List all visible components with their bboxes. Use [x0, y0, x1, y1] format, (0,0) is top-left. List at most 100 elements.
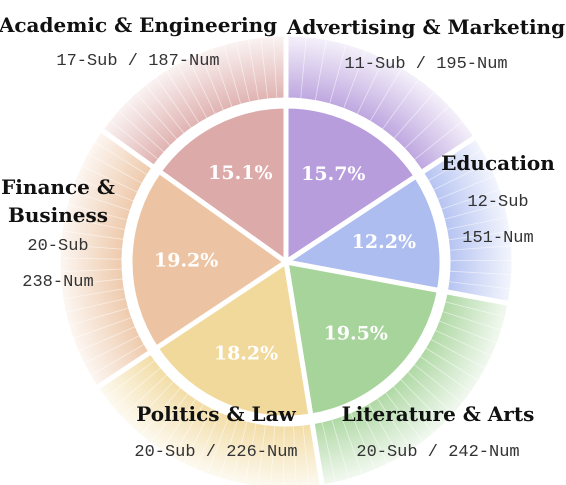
- subcategory-divider: [359, 408, 389, 464]
- subcategory-divider: [130, 381, 174, 427]
- subcategory-divider: [419, 356, 472, 393]
- subcategory-divider: [444, 202, 505, 220]
- subcategory-divider: [314, 39, 327, 101]
- subcategory-divider: [75, 177, 134, 202]
- subcategory-divider: [195, 412, 221, 470]
- subcategory-divider: [331, 419, 350, 480]
- subcategory-divider: [219, 418, 239, 479]
- subcategory-divider: [165, 70, 200, 124]
- subcategory-divider: [176, 63, 208, 119]
- count-label-advertising-and-marketing: 11-Sub / 195-Num: [344, 55, 507, 74]
- subcategory-divider: [244, 423, 257, 485]
- subcategory-divider: [61, 278, 123, 286]
- count-label-education-line-2: 151-Num: [462, 229, 533, 248]
- subcategory-divider: [369, 67, 403, 122]
- subcategory-divider: [62, 230, 124, 240]
- subcategory-divider: [60, 268, 123, 273]
- subcategory-divider: [448, 281, 511, 290]
- count-label-finance-and-business-line-1: 20-Sub: [27, 237, 88, 256]
- slice-advertising-and-marketing: [283, 103, 419, 265]
- subcategory-divider: [449, 270, 512, 276]
- subcategory-divider: [257, 424, 266, 485]
- subcategory-divider: [60, 244, 123, 250]
- subcategory-divider: [235, 41, 251, 103]
- subcategory-divider: [407, 371, 454, 414]
- value-label-literature-and-arts: 19.5%: [324, 322, 388, 344]
- subcategory-divider: [300, 36, 307, 99]
- subcategory-divider: [400, 379, 445, 424]
- slice-education: [283, 173, 445, 294]
- subcategory-divider: [340, 416, 363, 475]
- subcategory-divider: [385, 392, 424, 443]
- category-label-academic-and-engineering: Academic & Engineering: [0, 13, 277, 37]
- count-label-finance-and-business-line-2: 238-Num: [22, 273, 93, 292]
- slice-politics-and-law: [153, 259, 314, 421]
- subcategory-divider: [433, 162, 490, 191]
- subcategory-divider: [161, 398, 196, 451]
- subcategory-divider: [223, 44, 242, 105]
- subcategory-divider: [434, 329, 492, 357]
- subcategory-divider: [343, 50, 366, 109]
- subcategory-divider: [87, 153, 143, 184]
- subcategory-divider: [368, 403, 401, 458]
- value-label-advertising-and-marketing: 15.7%: [301, 163, 365, 185]
- subcategory-divider: [437, 175, 496, 200]
- value-label-finance-and-business: 19.2%: [154, 249, 218, 271]
- subcategory-divider: [270, 425, 276, 485]
- subcategory-divider: [231, 421, 248, 482]
- subcategory-divider: [117, 110, 165, 153]
- subcategory-divider: [430, 338, 486, 369]
- subcategory-divider: [382, 78, 420, 130]
- subcategory-divider: [211, 48, 233, 108]
- subcategory-divider: [207, 415, 230, 475]
- subcategory-divider: [145, 84, 185, 134]
- category-label-advertising-and-marketing: Advertising & Marketing: [286, 15, 565, 39]
- slice-literature-and-arts: [283, 259, 442, 419]
- subcategory-divider: [187, 58, 216, 115]
- subcategory-divider: [446, 216, 508, 230]
- subcategory-divider: [376, 398, 413, 451]
- outer-ring-academic-and-engineering: [97, 31, 289, 172]
- subcategory-divider: [183, 408, 213, 464]
- subcategory-divider: [71, 190, 131, 211]
- subcategory-divider: [283, 425, 285, 485]
- subcategory-divider: [67, 203, 128, 221]
- subcategory-divider: [329, 44, 347, 105]
- subcategory-divider: [413, 120, 463, 161]
- subcategory-divider: [272, 36, 278, 99]
- inner-pie-layer: 15.7% 12.2% 19.5% 18.2% 19.2% 15.1%: [127, 103, 445, 421]
- subcategory-divider: [155, 77, 192, 129]
- subcategory-divider: [68, 307, 129, 326]
- subcategory-divider: [413, 364, 463, 404]
- category-label-finance-and-business-line-1: Finance &: [1, 175, 115, 199]
- category-label-literature-and-arts: Literature & Arts: [342, 402, 535, 426]
- count-label-literature-and-arts: 20-Sub / 242-Num: [356, 443, 519, 462]
- subcategory-divider: [126, 101, 171, 146]
- subcategory-divider: [449, 245, 512, 251]
- subcategory-divider: [392, 385, 435, 434]
- subcategory-divider: [83, 335, 140, 364]
- slice-academic-and-engineering: [156, 103, 289, 265]
- subcategory-divider: [150, 393, 189, 444]
- subcategory-divider: [428, 149, 483, 181]
- subcategory-divider: [448, 231, 510, 241]
- subcategory-divider: [135, 92, 178, 140]
- subcategory-divider: [247, 39, 260, 101]
- subcategory-divider: [65, 298, 127, 313]
- subcategory-divider: [393, 91, 436, 139]
- slice-finance-and-business: [127, 168, 289, 351]
- outer-ring-layer: [55, 31, 517, 485]
- subcategory-divider: [78, 326, 136, 352]
- subcategory-divider: [444, 301, 506, 318]
- subcategory-divider: [94, 141, 148, 176]
- category-label-education: Education: [441, 151, 555, 175]
- count-label-education-line-1: 12-Sub: [467, 193, 528, 212]
- subcategory-divider: [81, 165, 138, 193]
- subcategory-divider: [60, 257, 123, 260]
- category-label-politics-and-law: Politics & Law: [136, 402, 296, 426]
- subcategory-divider: [442, 311, 502, 331]
- subcategory-divider: [64, 217, 126, 231]
- subcategory-divider: [199, 52, 224, 111]
- subcategory-divider: [293, 425, 297, 485]
